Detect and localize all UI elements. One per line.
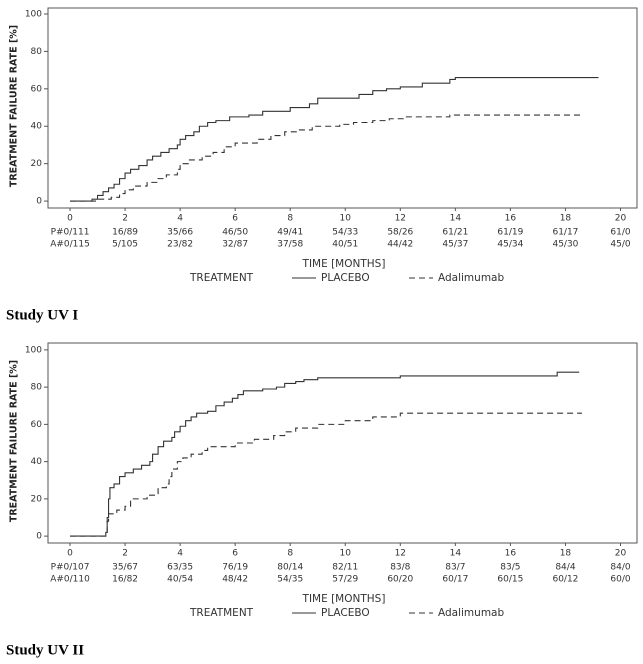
risk-table-cell: 16/89 bbox=[112, 228, 138, 238]
y-tick-label: 40 bbox=[31, 457, 43, 467]
x-tick-label: 6 bbox=[232, 549, 238, 559]
risk-table-cell: 46/50 bbox=[222, 228, 248, 238]
risk-table-cell: 16/82 bbox=[112, 575, 138, 585]
y-tick-label: 80 bbox=[31, 383, 43, 393]
risk-table-cell: 54/33 bbox=[332, 228, 358, 238]
x-tick-label: 8 bbox=[287, 549, 293, 559]
risk-table-cell: 60/12 bbox=[552, 575, 578, 585]
x-tick-label: 16 bbox=[505, 214, 517, 224]
x-tick-label: 0 bbox=[67, 214, 73, 224]
risk-table-cell: 32/87 bbox=[222, 240, 248, 250]
x-tick-label: 16 bbox=[505, 549, 517, 559]
y-tick-label: 40 bbox=[31, 122, 43, 132]
risk-table-cell: 84/4 bbox=[555, 563, 575, 573]
legend-label: PLACEBO bbox=[321, 272, 370, 284]
legend-label: PLACEBO bbox=[321, 607, 370, 619]
x-tick-label: 8 bbox=[287, 214, 293, 224]
risk-table-cell: 61/19 bbox=[497, 228, 523, 238]
y-axis-title: TREATMENT FAILURE RATE [%] bbox=[9, 25, 20, 187]
x-tick-label: 2 bbox=[122, 214, 128, 224]
risk-table-cell: 37/58 bbox=[277, 240, 303, 250]
x-tick-label: 14 bbox=[450, 549, 462, 559]
risk-table-cell: 60/20 bbox=[387, 575, 413, 585]
legend-label: Adalimumab bbox=[438, 272, 504, 284]
risk-table-cell: 83/8 bbox=[390, 563, 410, 573]
risk-table-cell: 76/19 bbox=[222, 563, 248, 573]
survival-curve bbox=[70, 114, 582, 202]
risk-table-cell: 84/0 bbox=[610, 563, 630, 573]
chart: 0 20 40 60 80 100 0 2 4 6 8 10 12 14 16 18 20 P#0/111 16/8… bbox=[6, 7, 638, 323]
risk-table-cell: P#0/107 bbox=[51, 563, 90, 573]
y-tick-label: 100 bbox=[25, 9, 42, 19]
x-tick-label: 12 bbox=[395, 214, 406, 224]
y-tick-label: 20 bbox=[31, 494, 43, 504]
x-tick-label: 10 bbox=[340, 214, 352, 224]
x-tick-label: 20 bbox=[615, 214, 627, 224]
risk-table-cell: 23/82 bbox=[167, 240, 193, 250]
y-tick-label: 0 bbox=[36, 532, 42, 542]
risk-table-cell: 80/14 bbox=[277, 563, 303, 573]
y-tick-label: 60 bbox=[31, 84, 43, 94]
plot-frame bbox=[47, 342, 638, 544]
risk-table-cell: 60/15 bbox=[497, 575, 523, 585]
risk-table-cell: 83/7 bbox=[445, 563, 465, 573]
caption: Study UV I bbox=[6, 307, 78, 323]
risk-table-cell: 49/41 bbox=[277, 228, 303, 238]
y-tick-label: 80 bbox=[31, 47, 43, 57]
risk-table-cell: 60/0 bbox=[610, 575, 630, 585]
x-axis-title: TIME [MONTHS] bbox=[302, 258, 386, 270]
legend-title: TREATMENT bbox=[189, 607, 254, 619]
x-tick-label: 14 bbox=[450, 214, 462, 224]
risk-table-cell: 40/54 bbox=[167, 575, 193, 585]
x-axis-title: TIME [MONTHS] bbox=[302, 593, 386, 605]
x-tick-label: 6 bbox=[232, 214, 238, 224]
plot-frame bbox=[47, 7, 638, 209]
risk-table-cell: 63/35 bbox=[167, 563, 193, 573]
legend-title: TREATMENT bbox=[189, 272, 254, 284]
caption: Study UV II bbox=[6, 642, 84, 658]
x-tick-label: 0 bbox=[67, 549, 73, 559]
y-tick-label: 20 bbox=[31, 159, 43, 169]
chart: 0 20 40 60 80 100 0 2 4 6 8 10 12 14 16 18 20 P#0/107 35/6… bbox=[6, 342, 638, 658]
risk-table-cell: 83/5 bbox=[500, 563, 520, 573]
risk-table-cell: 45/37 bbox=[442, 240, 468, 250]
risk-table-cell: 61/17 bbox=[552, 228, 578, 238]
risk-table-cell: 48/42 bbox=[222, 575, 248, 585]
y-tick-label: 60 bbox=[31, 420, 43, 430]
x-tick-label: 12 bbox=[395, 549, 406, 559]
risk-table-cell: 45/30 bbox=[552, 240, 578, 250]
x-tick-label: 2 bbox=[122, 549, 128, 559]
x-tick-label: 18 bbox=[560, 214, 572, 224]
risk-table-cell: 44/42 bbox=[387, 240, 413, 250]
survival-curve bbox=[70, 412, 582, 537]
survival-curve bbox=[70, 371, 580, 537]
legend-label: Adalimumab bbox=[438, 607, 504, 619]
risk-table-cell: 57/29 bbox=[332, 575, 358, 585]
x-tick-label: 4 bbox=[177, 549, 183, 559]
risk-table-cell: 40/51 bbox=[332, 240, 358, 250]
risk-table-cell: 45/34 bbox=[497, 240, 523, 250]
risk-table-cell: A#0/115 bbox=[50, 240, 90, 250]
x-tick-label: 18 bbox=[560, 549, 572, 559]
risk-table-cell: 45/0 bbox=[610, 240, 630, 250]
risk-table-cell: 61/21 bbox=[442, 228, 468, 238]
risk-table-cell: 35/66 bbox=[167, 228, 193, 238]
y-tick-label: 0 bbox=[36, 197, 42, 207]
risk-table-cell: 35/67 bbox=[112, 563, 138, 573]
risk-table-cell: 60/17 bbox=[442, 575, 468, 585]
risk-table-cell: 61/0 bbox=[610, 228, 630, 238]
risk-table-cell: 82/11 bbox=[332, 563, 358, 573]
survival-curve bbox=[70, 77, 599, 202]
x-tick-label: 20 bbox=[615, 549, 627, 559]
x-tick-label: 10 bbox=[340, 549, 352, 559]
x-tick-label: 4 bbox=[177, 214, 183, 224]
risk-table-cell: 54/35 bbox=[277, 575, 303, 585]
risk-table-cell: A#0/110 bbox=[50, 575, 90, 585]
risk-table-cell: 5/105 bbox=[112, 240, 138, 250]
risk-table-cell: P#0/111 bbox=[51, 228, 90, 238]
y-tick-label: 100 bbox=[25, 345, 42, 355]
y-axis-title: TREATMENT FAILURE RATE [%] bbox=[9, 360, 20, 522]
risk-table-cell: 58/26 bbox=[387, 228, 413, 238]
